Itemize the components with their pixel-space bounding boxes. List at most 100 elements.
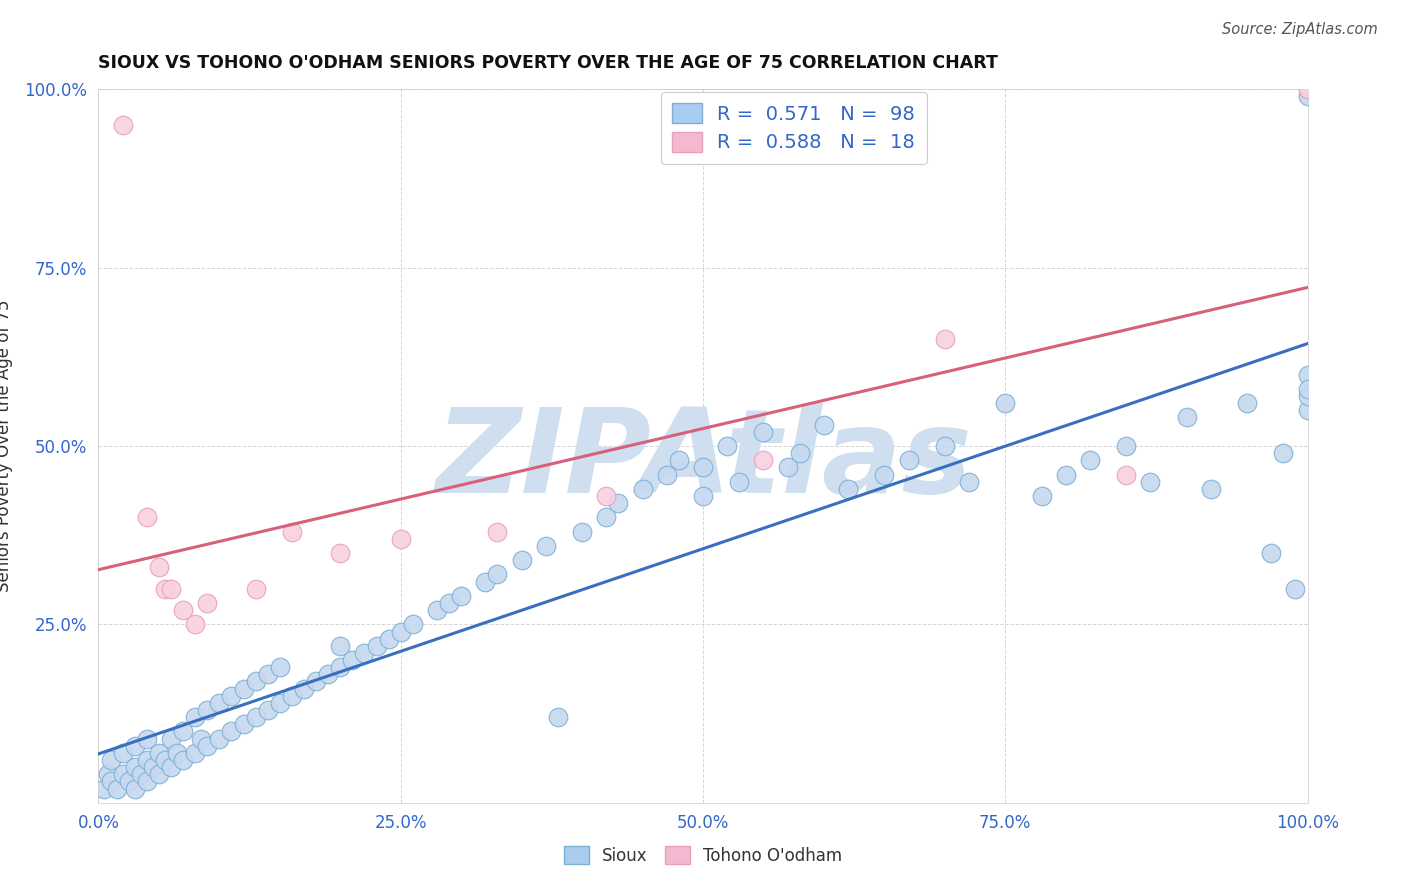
- Point: [111, 118, 134, 132]
- Point: [655, 467, 678, 482]
- Point: [195, 596, 218, 610]
- Point: [1260, 546, 1282, 560]
- Point: [124, 739, 146, 753]
- Point: [510, 553, 533, 567]
- Point: [389, 624, 412, 639]
- Point: [221, 724, 243, 739]
- Point: [377, 632, 399, 646]
- Point: [716, 439, 738, 453]
- Point: [837, 482, 859, 496]
- Point: [208, 696, 231, 710]
- Point: [208, 731, 231, 746]
- Point: [1199, 482, 1222, 496]
- Point: [111, 767, 134, 781]
- Point: [135, 774, 157, 789]
- Point: [607, 496, 630, 510]
- Point: [789, 446, 811, 460]
- Point: [153, 753, 176, 767]
- Point: [692, 460, 714, 475]
- Point: [160, 731, 183, 746]
- Point: [166, 746, 188, 760]
- Point: [486, 524, 509, 539]
- Point: [1054, 467, 1077, 482]
- Point: [957, 475, 980, 489]
- Point: [232, 681, 254, 696]
- Point: [1031, 489, 1053, 503]
- Point: [813, 417, 835, 432]
- Point: [292, 681, 315, 696]
- Point: [111, 746, 134, 760]
- Point: [692, 489, 714, 503]
- Point: [148, 767, 170, 781]
- Point: [97, 767, 120, 781]
- Point: [93, 781, 115, 796]
- Point: [195, 703, 218, 717]
- Point: [450, 589, 472, 603]
- Point: [245, 710, 267, 724]
- Point: [534, 539, 557, 553]
- Point: [595, 510, 617, 524]
- Point: [148, 746, 170, 760]
- Point: [1175, 410, 1198, 425]
- Point: [1284, 582, 1306, 596]
- Point: [474, 574, 496, 589]
- Point: [1296, 368, 1319, 382]
- Point: [142, 760, 165, 774]
- Point: [728, 475, 751, 489]
- Point: [172, 753, 194, 767]
- Point: [195, 739, 218, 753]
- Point: [160, 582, 183, 596]
- Point: [1296, 382, 1319, 396]
- Point: [135, 510, 157, 524]
- Point: [172, 724, 194, 739]
- Point: [1296, 403, 1319, 417]
- Point: [934, 439, 956, 453]
- Point: [232, 717, 254, 731]
- Point: [269, 660, 291, 674]
- Point: [934, 332, 956, 346]
- Point: [135, 731, 157, 746]
- Point: [547, 710, 569, 724]
- Point: [1236, 396, 1258, 410]
- Point: [148, 560, 170, 574]
- Point: [366, 639, 388, 653]
- Point: [1272, 446, 1295, 460]
- Point: [1296, 89, 1319, 103]
- Point: [100, 774, 122, 789]
- Point: [353, 646, 375, 660]
- Point: [329, 546, 352, 560]
- Point: [160, 760, 183, 774]
- Point: [873, 467, 896, 482]
- Point: [752, 453, 775, 467]
- Point: [1115, 467, 1137, 482]
- Point: [668, 453, 690, 467]
- Point: [245, 582, 267, 596]
- Point: [776, 460, 799, 475]
- Point: [281, 524, 304, 539]
- Point: [105, 781, 128, 796]
- Point: [631, 482, 654, 496]
- Point: [129, 767, 152, 781]
- Point: [1078, 453, 1101, 467]
- Point: [426, 603, 449, 617]
- Text: SIOUX VS TOHONO O'ODHAM SENIORS POVERTY OVER THE AGE OF 75 CORRELATION CHART: SIOUX VS TOHONO O'ODHAM SENIORS POVERTY …: [98, 54, 998, 72]
- Point: [124, 781, 146, 796]
- Point: [256, 667, 278, 681]
- Point: [752, 425, 775, 439]
- Point: [305, 674, 328, 689]
- Point: [184, 617, 207, 632]
- Point: [329, 660, 352, 674]
- Point: [1296, 389, 1319, 403]
- Point: [402, 617, 425, 632]
- Point: [184, 710, 207, 724]
- Point: [486, 567, 509, 582]
- Point: [269, 696, 291, 710]
- Point: [1296, 82, 1319, 96]
- Point: [595, 489, 617, 503]
- Text: Source: ZipAtlas.com: Source: ZipAtlas.com: [1222, 22, 1378, 37]
- Point: [1139, 475, 1161, 489]
- Point: [118, 774, 141, 789]
- Point: [100, 753, 122, 767]
- Point: [245, 674, 267, 689]
- Point: [316, 667, 339, 681]
